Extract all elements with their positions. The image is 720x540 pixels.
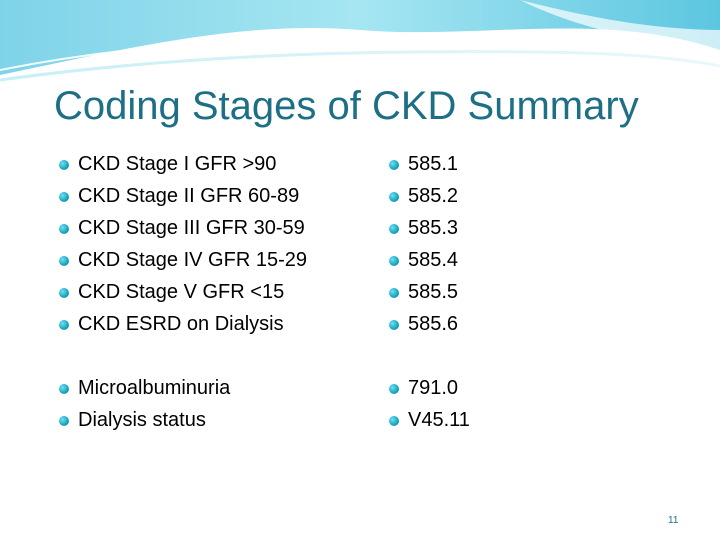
bullet-icon xyxy=(59,256,69,266)
bullet-icon xyxy=(389,288,399,298)
slide-title: Coding Stages of CKD Summary xyxy=(54,84,639,128)
page-number: 11 xyxy=(668,515,679,526)
header-wave-decoration xyxy=(0,0,720,82)
list-item-text: 585.4 xyxy=(408,249,459,271)
bullet-icon xyxy=(59,288,69,298)
list-item: CKD ESRD on Dialysis xyxy=(58,308,378,340)
list-item: 585.5 xyxy=(388,276,588,308)
list-item-text: CKD Stage II GFR 60-89 xyxy=(78,185,300,207)
list-item-text: 585.2 xyxy=(408,185,459,207)
bullet-icon xyxy=(59,224,69,234)
list-item-text: CKD Stage IV GFR 15-29 xyxy=(78,249,307,271)
list-item-text: Microalbuminuria xyxy=(78,377,231,399)
bullet-icon xyxy=(59,384,69,394)
list-item: CKD Stage V GFR <15 xyxy=(58,276,378,308)
bullet-icon xyxy=(389,192,399,202)
list-item: 585.3 xyxy=(388,212,588,244)
bullet-icon xyxy=(389,256,399,266)
list-item-text: V45.11 xyxy=(408,409,470,431)
list-item-text: CKD ESRD on Dialysis xyxy=(78,313,284,335)
list-item: CKD Stage I GFR >90 xyxy=(58,148,378,180)
list-item-text: CKD Stage III GFR 30-59 xyxy=(78,217,305,239)
list-item: 791.0 xyxy=(388,372,588,404)
list-item: Dialysis status xyxy=(58,404,378,436)
list-item-text: CKD Stage I GFR >90 xyxy=(78,153,277,175)
list-item: 585.1 xyxy=(388,148,588,180)
bullet-icon xyxy=(59,320,69,330)
list-item: CKD Stage II GFR 60-89 xyxy=(58,180,378,212)
list-item: 585.6 xyxy=(388,308,588,340)
bullet-icon xyxy=(389,320,399,330)
bullet-icon xyxy=(59,160,69,170)
list-item-text: Dialysis status xyxy=(78,409,206,431)
bullet-icon xyxy=(389,416,399,426)
bullet-icon xyxy=(389,384,399,394)
list-item: Microalbuminuria xyxy=(58,372,378,404)
list-item: CKD Stage IV GFR 15-29 xyxy=(58,244,378,276)
list-item: CKD Stage III GFR 30-59 xyxy=(58,212,378,244)
list-item-text: 585.1 xyxy=(408,153,459,175)
list-item: 585.4 xyxy=(388,244,588,276)
list-item-text: 791.0 xyxy=(408,377,459,399)
condition-list: CKD Stage I GFR >90 CKD Stage II GFR 60-… xyxy=(58,148,378,436)
list-item: 585.2 xyxy=(388,180,588,212)
list-item-text: 585.3 xyxy=(408,217,459,239)
bullet-icon xyxy=(389,224,399,234)
code-list: 585.1 585.2 585.3 585.4 585.5 585.6 791.… xyxy=(388,148,588,436)
list-item-text: CKD Stage V GFR <15 xyxy=(78,281,285,303)
bullet-icon xyxy=(389,160,399,170)
list-item: V45.11 xyxy=(388,404,588,436)
list-item-text: 585.6 xyxy=(408,313,459,335)
bullet-icon xyxy=(59,192,69,202)
bullet-icon xyxy=(59,416,69,426)
list-item-text: 585.5 xyxy=(408,281,459,303)
